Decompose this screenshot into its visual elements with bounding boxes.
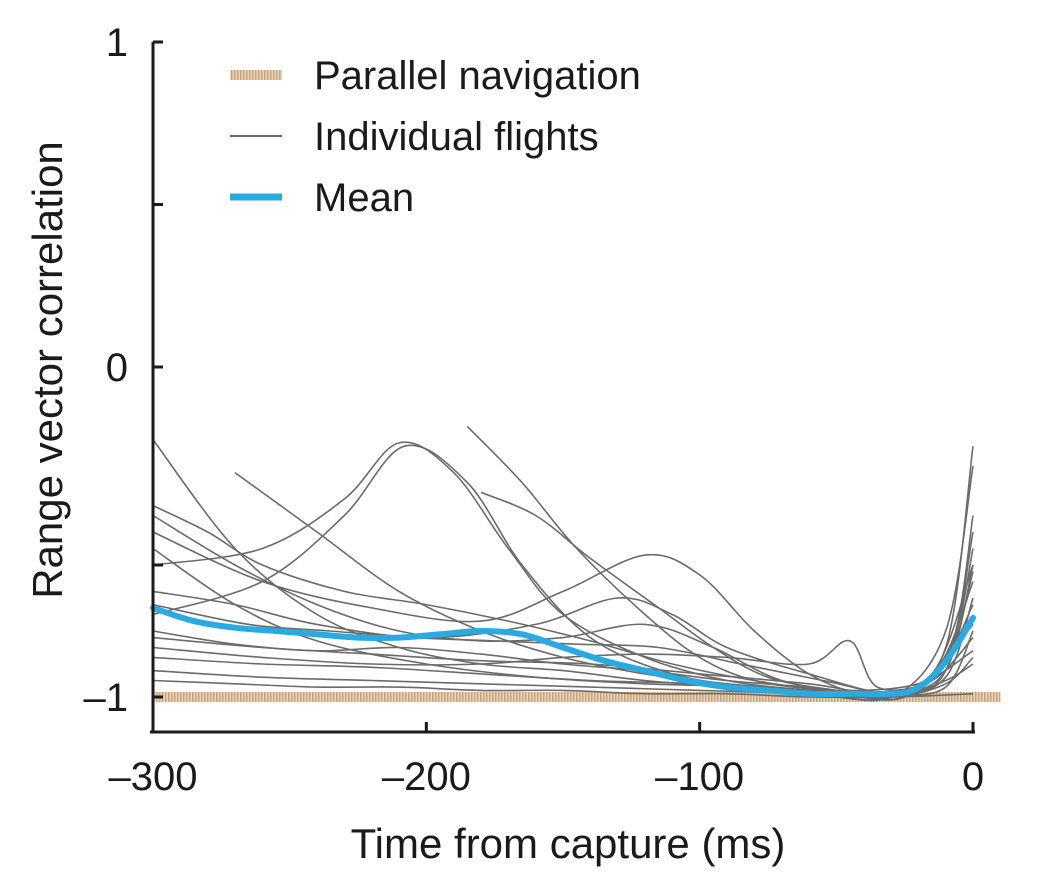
x-tick-label: –200 bbox=[382, 755, 471, 799]
x-tick-label: –300 bbox=[109, 755, 198, 799]
legend: Parallel navigation Individual flights M… bbox=[230, 54, 641, 220]
y-tick-label: –1 bbox=[84, 676, 129, 720]
y-tick-label: 0 bbox=[106, 346, 128, 390]
x-tick-label: 0 bbox=[962, 755, 984, 799]
mean-line bbox=[150, 604, 976, 697]
individual-flight-line-3 bbox=[152, 444, 974, 701]
axes bbox=[150, 42, 975, 734]
parallel-navigation-line bbox=[153, 692, 1001, 702]
y-axis-label: Range vector correlation bbox=[24, 141, 71, 599]
x-tick-label: –100 bbox=[655, 755, 744, 799]
legend-label-parallel-navigation: Parallel navigation bbox=[314, 54, 641, 98]
individual-flight-line-10 bbox=[152, 637, 974, 691]
y-tick-label: 1 bbox=[106, 21, 128, 65]
plot-area bbox=[150, 425, 1001, 702]
ticks: –300 –200 –100 0 –1 0 1 bbox=[84, 21, 985, 799]
legend-swatch-parallel-navigation bbox=[230, 70, 282, 80]
individual-flight-line-13 bbox=[152, 679, 974, 699]
x-axis-label: Time from capture (ms) bbox=[351, 820, 786, 867]
legend-label-individual-flights: Individual flights bbox=[314, 115, 599, 159]
legend-label-mean: Mean bbox=[314, 176, 414, 220]
